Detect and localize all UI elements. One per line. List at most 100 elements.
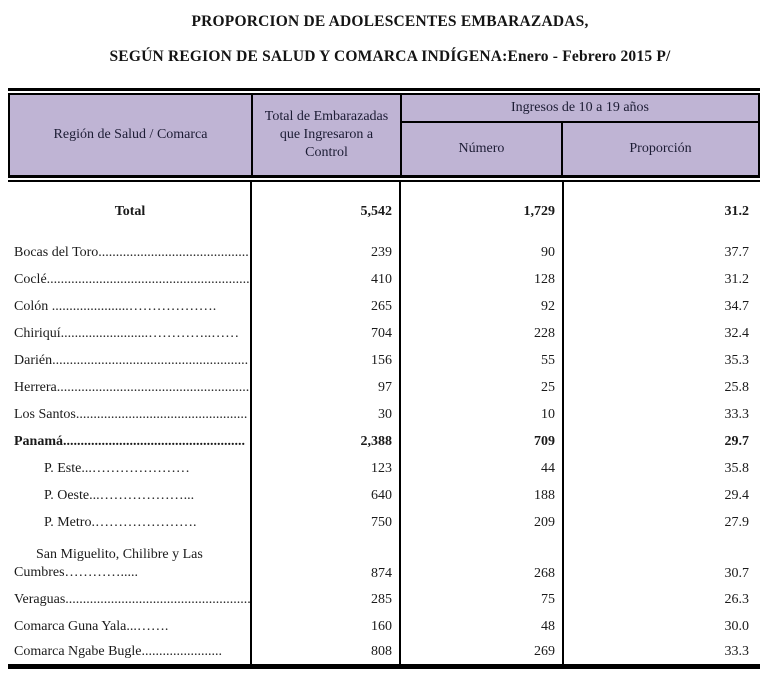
- table-body: Total 5,542 1,729 31.2 Bocas del Toro...…: [8, 182, 760, 664]
- table-bottom-rule: [8, 664, 760, 669]
- table-row: Bocas del Toro..........................…: [8, 239, 760, 266]
- row-label: Bocas del Toro..........................…: [14, 244, 249, 260]
- row-proporcion-value: 34.7: [724, 298, 750, 314]
- title-line-2: SEGÚN REGION DE SALUD Y COMARCA INDÍGENA…: [109, 48, 671, 65]
- row-label: Comarca Ngabe Bugle.....................…: [14, 644, 223, 659]
- row-label: Total: [114, 204, 146, 219]
- header-region: Región de Salud / Comarca: [10, 95, 253, 175]
- row-total-value: 97: [378, 379, 392, 395]
- row-proporcion-value: 33.3: [724, 644, 750, 659]
- table-header: Región de Salud / Comarca Total de Embar…: [8, 95, 760, 175]
- row-total-value: 808: [371, 644, 392, 659]
- table-row: Los Santos..............................…: [8, 401, 760, 428]
- table-row: Chiriquí.........................…………..……: [8, 320, 760, 347]
- row-total-value: 5,542: [360, 204, 393, 219]
- header-proporcion: Proporción: [629, 141, 692, 156]
- row-proporcion-value: 30.7: [724, 566, 750, 581]
- row-label: P. Oeste...………………...: [44, 487, 195, 503]
- column-divider-3: [562, 182, 564, 664]
- header-total-control: Total de Embarazadas que Ingresaron a Co…: [253, 95, 402, 175]
- row-proporcion-value: 25.8: [724, 379, 750, 395]
- row-total-value: 239: [371, 244, 392, 260]
- row-total-value: 640: [371, 487, 392, 503]
- table-row: Darién..................................…: [8, 347, 760, 374]
- row-numero-value: 709: [534, 433, 555, 449]
- row-total-value: 160: [371, 618, 392, 634]
- row-label-line2: Cumbres………….....: [14, 565, 139, 580]
- table-row: Veraguas................................…: [8, 586, 760, 613]
- row-proporcion-value: 31.2: [724, 271, 750, 287]
- row-numero-value: 209: [534, 514, 555, 530]
- row-total-value: 874: [371, 566, 392, 581]
- row-label: Chiriquí.........................…………..……: [14, 325, 240, 341]
- table-row: Coclé...................................…: [8, 266, 760, 293]
- row-label: Coclé...................................…: [14, 271, 250, 287]
- title-line-1: PROPORCION DE ADOLESCENTES EMBARAZADAS,: [191, 13, 589, 30]
- column-divider-1: [250, 182, 252, 664]
- row-numero-value: 48: [541, 618, 555, 634]
- table-row: Comarca Guna Yala...……. 160 48 30.0: [8, 613, 760, 640]
- row-numero-value: 268: [534, 566, 555, 581]
- row-proporcion-value: 26.3: [724, 591, 750, 607]
- header-subrow: Número Proporción: [402, 123, 758, 175]
- row-proporcion-value: 35.8: [724, 460, 750, 476]
- row-label: Darién..................................…: [14, 352, 249, 368]
- row-total-value: 285: [371, 591, 392, 607]
- header-group-ingresos: Ingresos de 10 a 19 años Número Proporci…: [402, 95, 758, 175]
- table-row: P. Oeste...………………... 640 188 29.4: [8, 482, 760, 509]
- header-numero: Número: [402, 123, 563, 175]
- table-row-san-miguelito: San Miguelito, Chilibre y Las Cumbres…………: [8, 536, 760, 586]
- row-numero-value: 75: [541, 591, 555, 607]
- row-numero-value: 269: [534, 644, 555, 659]
- row-label: Los Santos..............................…: [14, 406, 248, 422]
- row-total-value: 30: [378, 406, 392, 422]
- row-proporcion-value: 35.3: [724, 352, 750, 368]
- row-total-value: 750: [371, 514, 392, 530]
- row-label: Colón ......................……………….: [14, 298, 217, 314]
- row-total-value: 123: [371, 460, 392, 476]
- row-numero-value: 1,729: [523, 204, 556, 219]
- table-row: Herrera.................................…: [8, 374, 760, 401]
- table-row-panama: Panamá..................................…: [8, 428, 760, 455]
- table-row: P. Este...………………… 123 44 35.8: [8, 455, 760, 482]
- row-numero-value: 55: [541, 352, 555, 368]
- table-top-rule: [8, 88, 760, 95]
- row-total-value: 156: [371, 352, 392, 368]
- row-numero-value: 10: [541, 406, 555, 422]
- table-row-total: Total 5,542 1,729 31.2: [8, 195, 760, 229]
- row-label-line1: San Miguelito, Chilibre y Las: [36, 547, 203, 562]
- row-numero-value: 44: [541, 460, 555, 476]
- row-label: Comarca Guna Yala...…….: [14, 618, 169, 634]
- row-proporcion-value: 37.7: [724, 244, 750, 260]
- row-label: San Miguelito, Chilibre y Las Cumbres…………: [8, 546, 252, 582]
- table-row: Comarca Ngabe Bugle.....................…: [8, 640, 760, 664]
- row-proporcion-value: 29.4: [724, 487, 750, 503]
- row-proporcion-value: 32.4: [724, 325, 750, 341]
- header-bottom-rule: [8, 175, 760, 182]
- row-proporcion-value: 30.0: [724, 618, 750, 634]
- report-title: PROPORCION DE ADOLESCENTES EMBARAZADAS, …: [0, 0, 780, 66]
- row-numero-value: 128: [534, 271, 555, 287]
- statistics-table: Región de Salud / Comarca Total de Embar…: [8, 88, 760, 669]
- row-total-value: 265: [371, 298, 392, 314]
- row-total-value: 704: [371, 325, 392, 341]
- row-numero-value: 228: [534, 325, 555, 341]
- row-label: P. Metro.………………….: [44, 514, 197, 530]
- row-label: Panamá..................................…: [14, 433, 245, 449]
- row-proporcion-value: 33.3: [724, 406, 750, 422]
- row-numero-value: 90: [541, 244, 555, 260]
- table-row: Colón ......................………………. 265 …: [8, 293, 760, 320]
- row-label: Veraguas................................…: [14, 591, 251, 607]
- table-row: P. Metro.…………………. 750 209 27.9: [8, 509, 760, 536]
- row-numero-value: 188: [534, 487, 555, 503]
- column-divider-2: [399, 182, 401, 664]
- header-group-title: Ingresos de 10 a 19 años: [402, 95, 758, 123]
- row-proporcion-value: 29.7: [724, 433, 750, 449]
- row-total-value: 2,388: [360, 433, 393, 449]
- row-proporcion-value: 27.9: [724, 514, 750, 530]
- row-proporcion-value: 31.2: [724, 204, 750, 219]
- row-numero-value: 92: [541, 298, 555, 314]
- row-numero-value: 25: [541, 379, 555, 395]
- row-total-value: 410: [371, 271, 392, 287]
